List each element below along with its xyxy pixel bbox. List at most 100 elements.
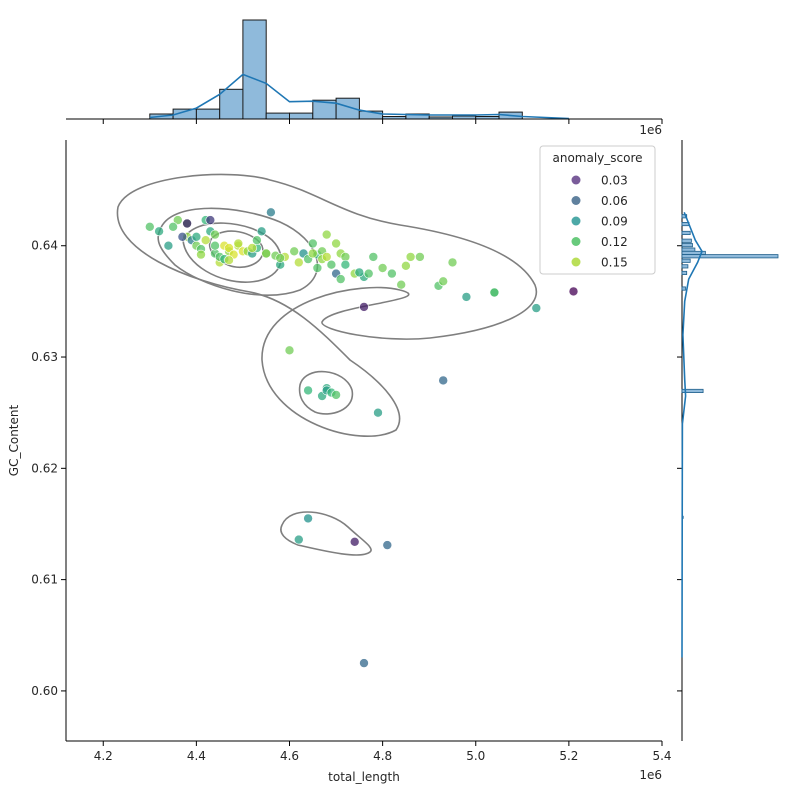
right-hist-bar	[681, 270, 688, 275]
kde-contour-1	[157, 207, 319, 297]
right-hist-bar	[681, 264, 689, 269]
scatter-point	[531, 303, 542, 313]
x-tick-label: 5.0	[466, 749, 485, 763]
legend-marker	[571, 257, 581, 267]
kde-contour-4	[298, 370, 353, 415]
right-hist-bar	[681, 286, 686, 291]
scatter-point	[382, 540, 393, 550]
scatter-point	[461, 292, 472, 302]
legend-label: 0.12	[601, 235, 628, 249]
kde-contour-0	[116, 173, 538, 437]
x-tick-label: 4.4	[187, 749, 206, 763]
legend-marker	[571, 216, 581, 226]
scatter-point	[293, 534, 304, 545]
scatter-point	[224, 243, 234, 253]
legend: anomaly_score 0.03 0.06 0.09 0.12 0.15	[539, 145, 656, 275]
scatter-point	[438, 375, 449, 386]
scatter-point	[321, 252, 332, 262]
top-kde-line	[149, 73, 569, 120]
scatter-point	[568, 286, 579, 297]
right-hist-bar	[681, 258, 691, 263]
legend-marker	[571, 196, 581, 205]
scatter-point	[405, 252, 416, 262]
scatter-point	[177, 232, 188, 242]
y-tick-label: 0.63	[31, 350, 58, 364]
scatter-point	[401, 260, 411, 271]
right-hist-bar	[681, 254, 779, 259]
scatter-point	[349, 536, 360, 547]
top-hist-bar	[242, 19, 267, 120]
scatter-point	[354, 267, 365, 278]
x-tick-label: 5.4	[652, 749, 671, 763]
right-hist-bar	[681, 388, 704, 393]
scatter-point	[307, 238, 318, 249]
right-kde-line	[681, 212, 703, 658]
scatter-point	[256, 226, 267, 237]
scatter-point	[191, 232, 202, 242]
scatter-point	[326, 259, 337, 270]
scatter-point	[438, 276, 449, 287]
y-tick-label: 0.62	[31, 461, 58, 475]
scatter-point	[377, 263, 388, 273]
x-tick-label: 4.2	[94, 749, 113, 763]
scatter-point	[266, 207, 276, 218]
axes: 4.2 4.4 4.6 4.8 5.0 5.2 5.4 0.60 0.61 0.62 0.63 0.6…	[7, 140, 672, 784]
legend-label: 0.09	[601, 215, 628, 229]
x-offset-label: 1e6	[639, 768, 662, 782]
scatter-point	[163, 240, 174, 251]
scatter-point	[340, 259, 351, 270]
legend-label: 0.03	[601, 174, 628, 188]
scatter-point	[284, 345, 295, 356]
scatter-point	[224, 255, 234, 266]
scatter-point	[154, 226, 164, 237]
y-tick-label: 0.64	[31, 239, 58, 253]
scatter-point	[331, 390, 341, 400]
scatter-point	[363, 268, 374, 279]
x-tick-label: 4.8	[373, 749, 392, 763]
scatter-points	[145, 207, 579, 668]
scatter-point	[168, 222, 178, 232]
scatter-point	[233, 238, 244, 249]
legend-label: 0.06	[601, 194, 628, 208]
right-hist-bar	[681, 230, 691, 236]
scatter-point	[373, 407, 383, 418]
scatter-point	[145, 222, 155, 232]
top-marginal: 1e6	[66, 19, 663, 137]
scatter-point	[275, 253, 286, 263]
x-tick-label: 4.6	[280, 749, 299, 763]
scatter-point	[359, 302, 369, 312]
kde-contour-5	[280, 511, 372, 556]
top-hist-bar	[265, 112, 291, 120]
top-hist-bar	[289, 112, 314, 120]
scatter-point	[293, 257, 304, 268]
y-axis-label: GC_Content	[7, 405, 21, 477]
scatter-point	[196, 249, 206, 260]
x-tick-label: 5.2	[559, 749, 578, 763]
right-hist-bar	[681, 243, 693, 248]
legend-label: 0.15	[601, 256, 628, 270]
scatter-point	[210, 240, 220, 251]
scatter-point	[182, 218, 192, 229]
scatter-point	[368, 252, 379, 262]
top-offset-label: 1e6	[639, 123, 662, 137]
y-tick-label: 0.60	[31, 684, 58, 698]
scatter-point	[210, 229, 220, 240]
top-hist-bar	[195, 108, 221, 120]
scatter-point	[200, 235, 211, 245]
scatter-point	[173, 215, 183, 225]
top-hist-bar	[219, 88, 244, 120]
scatter-point	[303, 513, 313, 524]
scatter-point	[335, 274, 346, 284]
scatter-point	[331, 238, 341, 249]
legend-title: anomaly_score	[552, 151, 642, 165]
x-axis-label: total_length	[328, 770, 400, 784]
legend-box	[539, 145, 656, 275]
scatter-point	[205, 215, 216, 225]
scatter-point	[396, 279, 407, 290]
scatter-point	[359, 658, 369, 668]
scatter-point	[321, 229, 332, 240]
right-hist-bar	[681, 238, 692, 243]
scatter-point	[289, 246, 300, 257]
